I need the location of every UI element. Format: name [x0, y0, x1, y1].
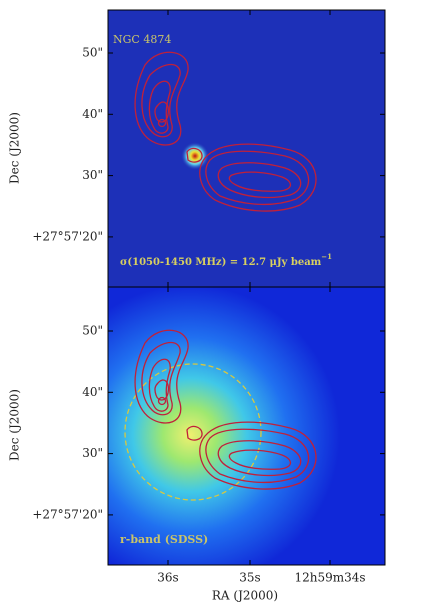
y-tick-label: 30"	[82, 446, 103, 460]
optical-image	[108, 287, 385, 565]
y-tick-label: 40"	[82, 107, 103, 121]
radio-image	[108, 10, 385, 287]
x-tick-label: 36s	[157, 571, 178, 585]
x-axis-label: RA (J2000)	[212, 589, 278, 603]
y-tick-label: 40"	[82, 385, 103, 399]
panel-label: r-band (SDSS)	[120, 533, 208, 546]
y-tick-label: +27°57'20"	[32, 229, 103, 243]
panel-label: NGC 4874	[113, 33, 171, 46]
y-axis-label: Dec (J2000)	[8, 389, 22, 461]
note-text: σ(1050-1450 MHz) = 12.7 μJy beam	[120, 257, 322, 268]
x-tick-label: 35s	[239, 571, 260, 585]
y-axis-label: Dec (J2000)	[8, 112, 22, 184]
y-tick-label: 50"	[82, 324, 103, 338]
x-tick-label: 12h59m34s	[294, 571, 365, 585]
y-tick-label: +27°57'20"	[32, 507, 103, 521]
note-superscript: −1	[321, 252, 332, 261]
axes: 50" 40" 30" +27°57'20" Dec (J2000) 50" 40" 30" +…	[8, 10, 385, 603]
galaxy-aperture	[124, 363, 262, 501]
y-tick-label: 30"	[82, 168, 103, 182]
y-tick-label: 50"	[82, 46, 103, 60]
compact-source	[181, 142, 209, 170]
noise-note: σ(1050-1450 MHz) = 12.7 μJy beam−1	[120, 252, 332, 268]
